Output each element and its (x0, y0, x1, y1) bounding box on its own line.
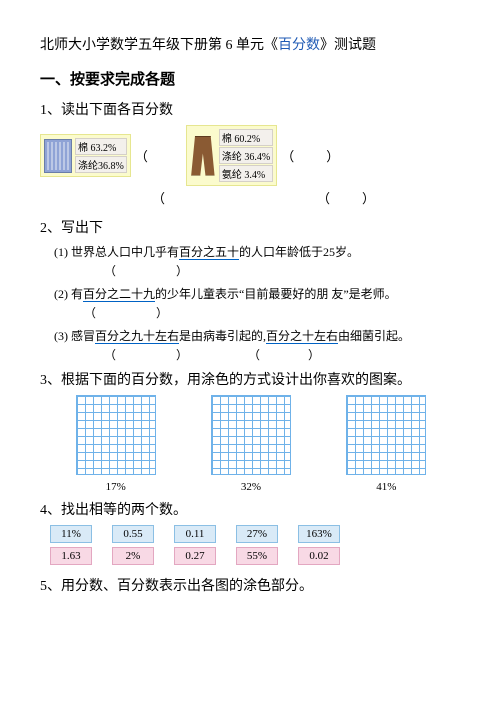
num-b1: 1.63 (50, 547, 92, 565)
paren-close: ） (362, 188, 375, 207)
num-b5: 0.02 (298, 547, 340, 565)
title-post: 》测试题 (320, 38, 376, 53)
grid-3 (346, 395, 426, 475)
num-a5: 163% (298, 525, 340, 543)
pants-icon (190, 136, 216, 176)
paren-open: （ (152, 188, 165, 207)
num-a2: 0.55 (112, 525, 154, 543)
num-b2: 2% (112, 547, 154, 565)
sub-1: (1) 世界总人口中几乎有百分之五十的人口年龄低于25岁。 (54, 243, 462, 260)
sub-3: (3) 感冒百分之九十左右是由病毒引起的,百分之十左右由细菌引起。 (54, 327, 462, 344)
clothing-row: 棉 63.2% 涤纶36.8% （ 棉 60.2% 涤纶 36.4% 氨纶 3.… (40, 125, 462, 186)
page-title: 北师大小学数学五年级下册第 6 单元《百分数》测试题 (40, 34, 462, 54)
section-heading: 一、按要求完成各题 (40, 68, 462, 89)
paren-open: （ (135, 146, 148, 165)
question-1: 1、读出下面各百分数 (40, 99, 462, 119)
pants-cotton: 棉 60.2% (219, 129, 273, 146)
num-row-2: 1.63 2% 0.27 55% 0.02 (50, 547, 452, 565)
title-highlight: 百分数 (278, 38, 320, 53)
sub-2-paren: （ ） (84, 304, 462, 321)
grid-3-label: 41% (376, 481, 396, 493)
num-a4: 27% (236, 525, 278, 543)
paren-open: （ (281, 146, 294, 165)
shirt-icon (44, 139, 72, 173)
question-4: 4、找出相等的两个数。 (40, 499, 462, 519)
sub-1-paren: （ ） (104, 262, 462, 279)
sub-2: (2) 有百分之二十九的少年儿童表示“目前最要好的朋 友”是老师。 (54, 285, 462, 302)
question-5: 5、用分数、百分数表示出各图的涂色部分。 (40, 575, 462, 595)
paren-close: ） (326, 146, 339, 165)
shirt-cotton: 棉 63.2% (75, 138, 127, 155)
grid-1-label: 17% (106, 481, 126, 493)
question-2: 2、写出下 (40, 217, 462, 237)
grid-1 (76, 395, 156, 475)
shirt-poly: 涤纶36.8% (75, 156, 127, 173)
grid-2-label: 32% (241, 481, 261, 493)
grid-row: 17% 32% 41% (48, 395, 454, 493)
shirt-block: 棉 63.2% 涤纶36.8% (40, 134, 131, 177)
pants-block: 棉 60.2% 涤纶 36.4% 氨纶 3.4% (186, 125, 277, 186)
sub-3-paren: （ ）（ ） (54, 346, 462, 363)
paren-open: （ (317, 188, 330, 207)
pants-poly: 涤纶 36.4% (219, 147, 273, 164)
num-b4: 55% (236, 547, 278, 565)
num-b3: 0.27 (174, 547, 216, 565)
question-3: 3、根据下面的百分数，用涂色的方式设计出你喜欢的图案。 (40, 369, 462, 389)
num-row-1: 11% 0.55 0.11 27% 163% (50, 525, 452, 543)
pants-span: 氨纶 3.4% (219, 165, 273, 182)
num-a3: 0.11 (174, 525, 216, 543)
num-a1: 11% (50, 525, 92, 543)
title-pre: 北师大小学数学五年级下册第 6 单元《 (40, 38, 278, 53)
grid-2 (211, 395, 291, 475)
